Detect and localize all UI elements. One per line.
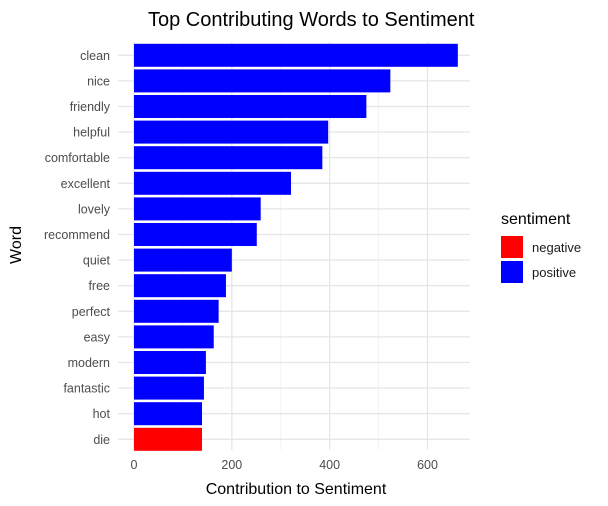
y-tick-label: free — [88, 279, 110, 293]
x-tick-label: 600 — [417, 458, 438, 472]
y-tick-label: lovely — [78, 202, 111, 216]
chart-title: Top Contributing Words to Sentiment — [148, 9, 475, 31]
x-tick-label: 0 — [131, 458, 138, 472]
y-tick-label: comfortable — [45, 151, 110, 165]
bar-clean — [134, 43, 458, 67]
legend-label-negative: negative — [532, 240, 581, 255]
y-tick-label: excellent — [61, 177, 111, 191]
y-tick-label: quiet — [83, 254, 111, 268]
y-tick-label: hot — [93, 407, 111, 421]
legend-swatch-positive — [501, 261, 523, 283]
y-tick-label: perfect — [72, 305, 111, 319]
legend: sentiment negative positive — [501, 211, 581, 283]
y-tick-label: easy — [84, 330, 111, 344]
bar-fantastic — [134, 376, 204, 400]
y-tick-label: recommend — [44, 228, 110, 242]
bars — [134, 43, 458, 451]
bar-hot — [134, 402, 202, 426]
bar-friendly — [134, 95, 367, 118]
bar-recommend — [134, 223, 257, 246]
x-axis-title: Contribution to Sentiment — [206, 481, 387, 498]
bar-lovely — [134, 197, 261, 221]
bar-easy — [134, 325, 214, 349]
bar-free — [134, 274, 226, 298]
y-tick-label: modern — [68, 356, 110, 370]
legend-title: sentiment — [501, 211, 571, 228]
bar-comfortable — [134, 146, 323, 170]
y-tick-label: helpful — [73, 126, 110, 140]
y-tick-labels: clean nice friendly helpful comfortable excel… — [44, 49, 111, 447]
y-tick-label: die — [93, 433, 110, 447]
bar-modern — [134, 351, 206, 374]
x-tick-label: 200 — [221, 458, 242, 472]
bar-quiet — [134, 248, 232, 272]
bar-die — [134, 427, 202, 451]
y-axis-title: Word — [8, 226, 25, 264]
y-tick-label: friendly — [70, 100, 111, 114]
legend-label-positive: positive — [532, 265, 576, 280]
y-tick-label: fantastic — [63, 382, 110, 396]
bar-perfect — [134, 299, 219, 323]
bar-helpful — [134, 120, 329, 144]
x-tick-labels: 0 200 400 600 — [131, 458, 438, 472]
bar-nice — [134, 69, 391, 93]
legend-swatch-negative — [501, 236, 523, 258]
x-tick-label: 400 — [319, 458, 340, 472]
y-tick-label: clean — [80, 49, 110, 63]
bar-excellent — [134, 171, 292, 195]
y-tick-label: nice — [87, 74, 110, 88]
